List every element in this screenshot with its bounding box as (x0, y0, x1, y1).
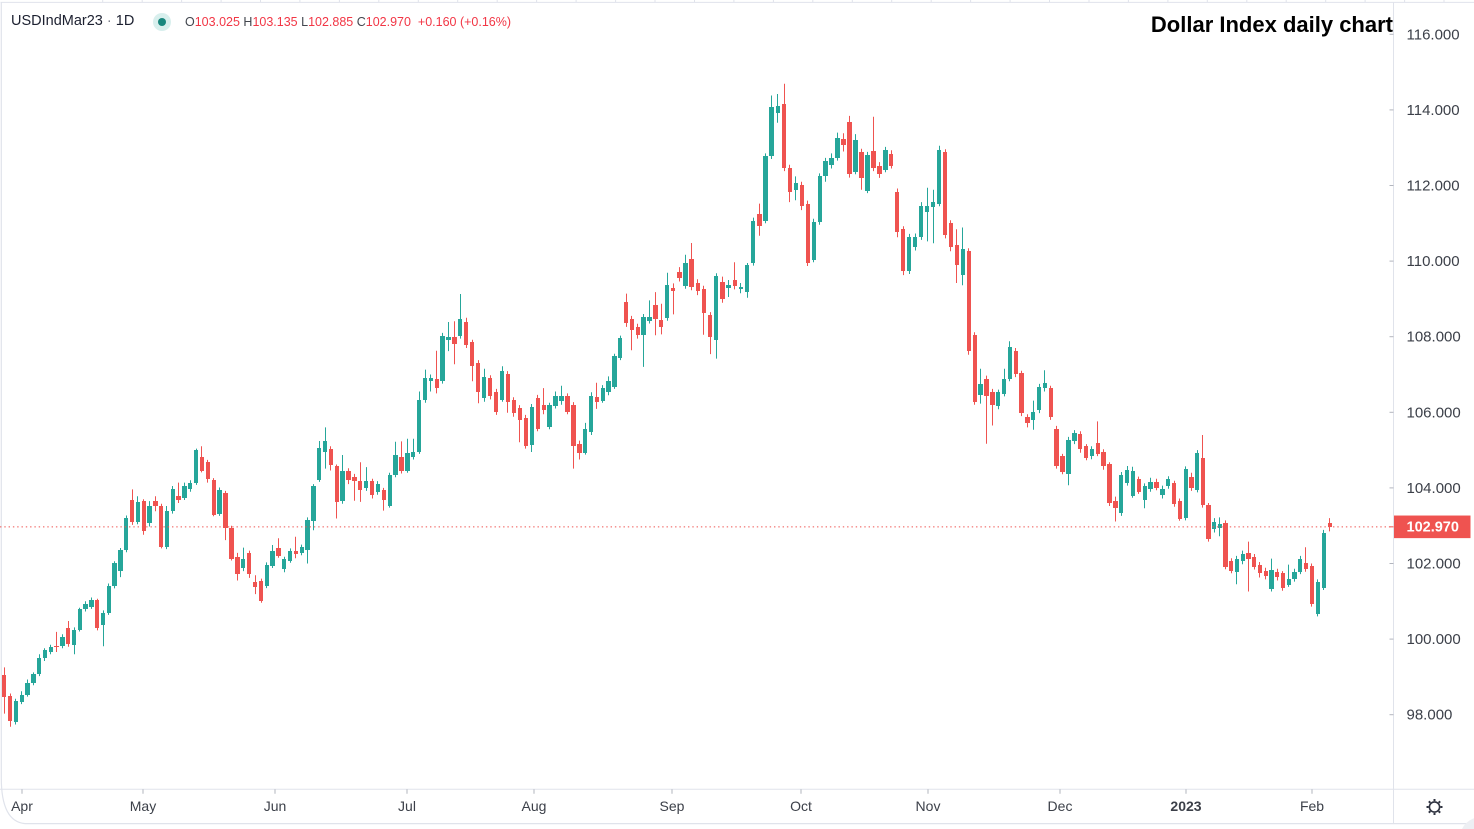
svg-text:112.000: 112.000 (1407, 178, 1460, 195)
svg-text:102.970: 102.970 (1407, 520, 1459, 536)
svg-text:106.000: 106.000 (1407, 404, 1461, 421)
svg-text:102.000: 102.000 (1407, 556, 1461, 573)
svg-text:May: May (130, 798, 156, 814)
svg-text:Aug: Aug (522, 798, 547, 814)
svg-text:Dec: Dec (1048, 798, 1073, 814)
svg-text:Apr: Apr (11, 798, 33, 814)
svg-text:Oct: Oct (790, 798, 812, 814)
svg-text:Jun: Jun (264, 798, 287, 814)
svg-text:108.000: 108.000 (1407, 329, 1461, 346)
svg-text:Feb: Feb (1300, 798, 1324, 814)
svg-text:98.000: 98.000 (1407, 707, 1453, 724)
svg-text:100.000: 100.000 (1407, 631, 1461, 648)
svg-text:104.000: 104.000 (1407, 480, 1461, 497)
svg-text:110.000: 110.000 (1407, 253, 1460, 270)
svg-text:Nov: Nov (916, 798, 941, 814)
svg-text:Jul: Jul (398, 798, 416, 814)
svg-text:2023: 2023 (1170, 798, 1201, 814)
svg-text:116.000: 116.000 (1407, 26, 1460, 43)
svg-text:114.000: 114.000 (1407, 102, 1460, 119)
svg-text:Sep: Sep (660, 798, 685, 814)
